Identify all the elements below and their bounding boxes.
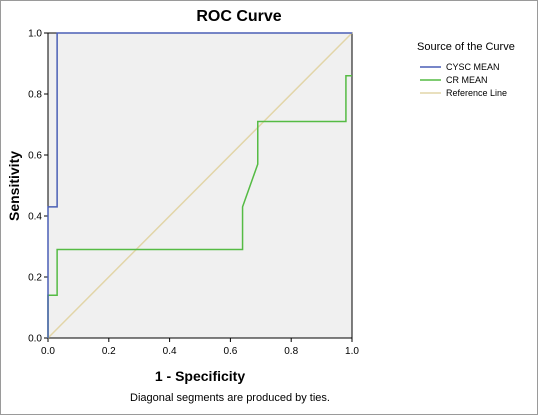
chart-title: ROC Curve [196, 8, 281, 25]
y-tick-label: 0.2 [28, 273, 42, 284]
y-tick-label: 1.0 [28, 29, 42, 40]
legend-label-cysc-mean: CYSC MEAN [446, 62, 500, 72]
legend-label-cr-mean: CR MEAN [446, 75, 488, 85]
y-tick-label: 0.4 [28, 212, 42, 223]
legend-title: Source of the Curve [417, 41, 515, 53]
footnote: Diagonal segments are produced by ties. [130, 392, 330, 404]
x-tick-label: 0.0 [41, 346, 55, 357]
legend-label-reference-line: Reference Line [446, 88, 507, 98]
y-axis-label: Sensitivity [6, 151, 22, 221]
legend: CYSC MEAN CR MEAN Reference Line [420, 62, 507, 98]
x-tick-label: 0.2 [102, 346, 116, 357]
x-tick-label: 0.8 [284, 346, 298, 357]
series-line-cr-mean [47, 74, 352, 338]
y-tick-label: 0.0 [28, 334, 42, 345]
y-tick-label: 0.8 [28, 90, 42, 101]
x-axis-label: 1 - Specificity [155, 368, 245, 384]
x-tick-label: 0.4 [163, 346, 177, 357]
series-line-cysc-mean [47, 32, 352, 338]
x-tick-label: 1.0 [345, 346, 359, 357]
series-line-reference-line [47, 32, 353, 339]
y-tick-label: 0.6 [28, 151, 42, 162]
x-tick-label: 0.6 [223, 346, 237, 357]
